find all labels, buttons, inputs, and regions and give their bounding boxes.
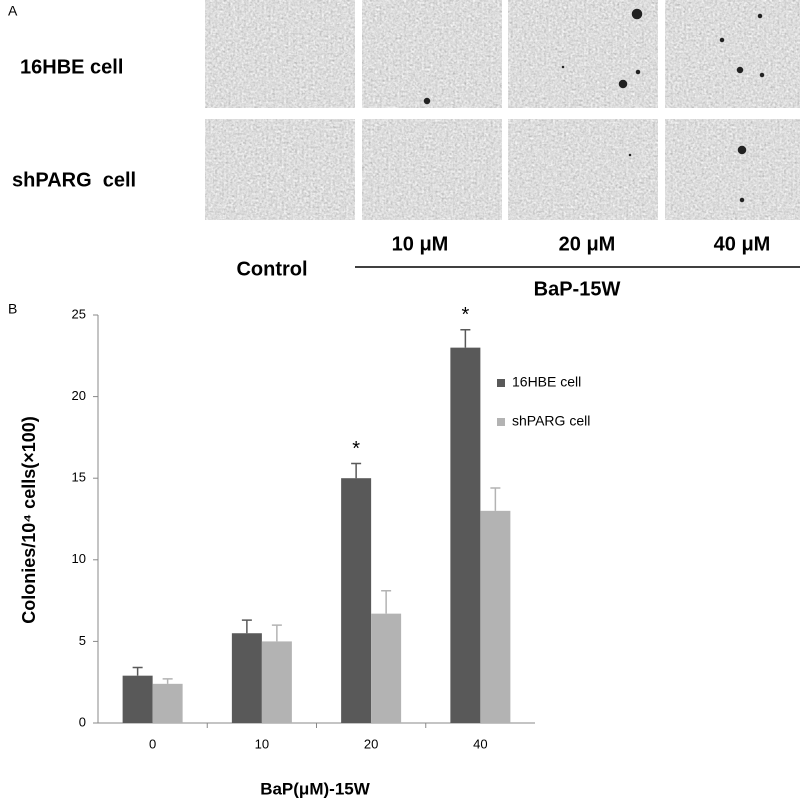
- x-axis-label: BaP(μM)-15W: [260, 779, 371, 798]
- bar: [480, 510, 511, 723]
- significance-marker: *: [461, 304, 469, 326]
- y-axis-label: Colonies/10⁴ cells(×100): [19, 416, 39, 624]
- control-label: Control: [236, 258, 307, 280]
- row-label: shPARG cell: [12, 169, 136, 191]
- y-tick-label: 0: [79, 714, 86, 729]
- legend-swatch: [497, 379, 505, 387]
- bar: [122, 675, 153, 723]
- error-bar: [351, 462, 362, 479]
- bar: [371, 613, 402, 723]
- column-label: 10 μM: [392, 233, 449, 255]
- error-bar: [381, 590, 392, 614]
- x-tick-label: 10: [255, 736, 269, 751]
- error-bar: [490, 487, 501, 511]
- y-tick-label: 15: [72, 470, 86, 485]
- y-tick-label: 20: [72, 388, 86, 403]
- colonies: [422, 7, 766, 204]
- x-tick-label: 20: [364, 736, 378, 751]
- error-bar: [271, 624, 282, 642]
- micrograph: [665, 0, 800, 108]
- bar: [261, 641, 292, 723]
- micrograph: [362, 0, 502, 108]
- bar: [450, 347, 481, 723]
- legend-label: shPARG cell: [512, 413, 590, 429]
- bar: [231, 633, 262, 723]
- bar: [341, 478, 372, 723]
- y-tick-label: 25: [72, 306, 86, 321]
- y-tick-label: 5: [79, 633, 86, 648]
- group-label: BaP-15W: [534, 278, 621, 300]
- legend-label: 16HBE cell: [512, 374, 581, 390]
- column-label: 20 μM: [559, 233, 616, 255]
- panel-label: A: [8, 3, 18, 19]
- micrograph: [205, 0, 355, 108]
- row-label: 16HBE cell: [20, 56, 123, 78]
- significance-marker: *: [352, 438, 360, 460]
- error-bar: [460, 328, 471, 348]
- micrographs: [205, 0, 800, 220]
- error-bar: [162, 678, 173, 684]
- error-bar: [132, 666, 143, 676]
- micrograph: [362, 119, 502, 220]
- micrograph: [205, 119, 355, 220]
- x-tick-label: 40: [473, 736, 487, 751]
- bar: [152, 683, 183, 723]
- y-tick-label: 10: [72, 551, 86, 566]
- micrograph: [508, 119, 658, 220]
- column-label: 40 μM: [714, 233, 771, 255]
- panel-label: B: [8, 301, 17, 317]
- legend-swatch: [497, 418, 505, 426]
- x-tick-label: 0: [149, 736, 156, 751]
- micrograph: [665, 119, 800, 220]
- error-bar: [241, 619, 252, 634]
